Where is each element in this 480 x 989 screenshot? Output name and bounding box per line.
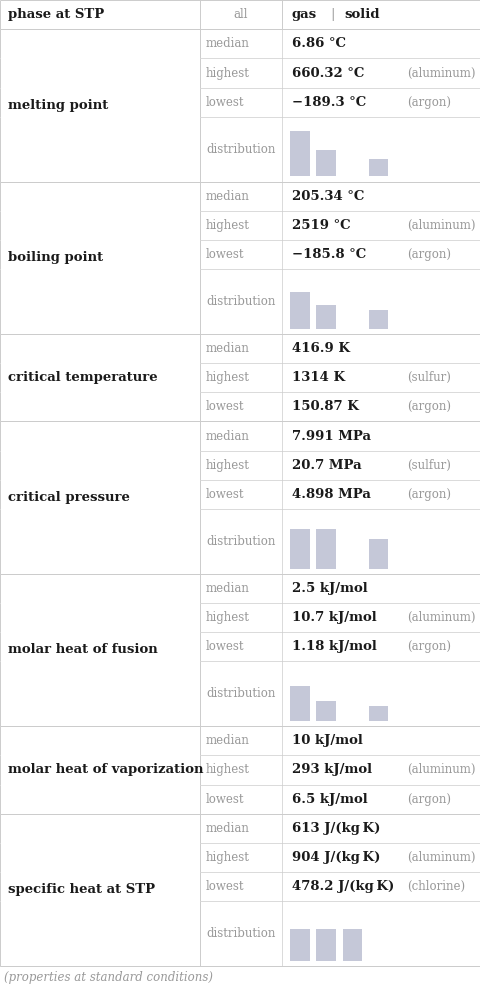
Text: median: median — [206, 582, 250, 595]
Text: 6.86 °C: 6.86 °C — [292, 38, 346, 50]
Text: (aluminum): (aluminum) — [407, 764, 476, 776]
Bar — [316, 701, 336, 721]
Text: (aluminum): (aluminum) — [407, 852, 476, 864]
Text: lowest: lowest — [206, 488, 244, 501]
Text: lowest: lowest — [206, 96, 244, 109]
Text: molar heat of fusion: molar heat of fusion — [8, 644, 158, 657]
Bar — [369, 539, 388, 569]
Text: (argon): (argon) — [407, 96, 451, 109]
Text: highest: highest — [206, 371, 250, 384]
Bar — [369, 311, 388, 328]
Text: 416.9 K: 416.9 K — [292, 342, 350, 355]
Text: critical temperature: critical temperature — [8, 371, 157, 384]
Text: 10 kJ/mol: 10 kJ/mol — [292, 734, 363, 748]
Text: specific heat at STP: specific heat at STP — [8, 883, 155, 896]
Bar — [290, 529, 310, 569]
Text: highest: highest — [206, 611, 250, 624]
Bar — [316, 149, 336, 176]
Text: (aluminum): (aluminum) — [407, 66, 476, 79]
Text: 2519 °C: 2519 °C — [292, 219, 350, 231]
Bar — [369, 706, 388, 721]
Text: boiling point: boiling point — [8, 251, 103, 264]
Text: 10.7 kJ/mol: 10.7 kJ/mol — [292, 611, 377, 624]
Text: 205.34 °C: 205.34 °C — [292, 190, 364, 203]
Bar — [290, 292, 310, 328]
Text: 150.87 K: 150.87 K — [292, 401, 359, 413]
Text: melting point: melting point — [8, 99, 108, 112]
Bar — [369, 159, 388, 176]
Text: −185.8 °C: −185.8 °C — [292, 248, 366, 261]
Text: distribution: distribution — [206, 295, 276, 308]
Text: median: median — [206, 822, 250, 835]
Text: (argon): (argon) — [407, 401, 451, 413]
Text: distribution: distribution — [206, 687, 276, 700]
Text: 478.2 J/(kg K): 478.2 J/(kg K) — [292, 880, 394, 893]
Text: all: all — [234, 8, 248, 21]
Text: 1.18 kJ/mol: 1.18 kJ/mol — [292, 640, 377, 654]
Text: phase at STP: phase at STP — [8, 8, 104, 21]
Text: lowest: lowest — [206, 248, 244, 261]
Text: 660.32 °C: 660.32 °C — [292, 66, 364, 79]
Text: 7.991 MPa: 7.991 MPa — [292, 429, 371, 443]
Text: (properties at standard conditions): (properties at standard conditions) — [4, 971, 213, 984]
Text: highest: highest — [206, 764, 250, 776]
Bar — [290, 929, 310, 961]
Text: solid: solid — [344, 8, 380, 21]
Text: 904 J/(kg K): 904 J/(kg K) — [292, 852, 380, 864]
Text: highest: highest — [206, 219, 250, 231]
Text: 293 kJ/mol: 293 kJ/mol — [292, 764, 372, 776]
Bar — [290, 132, 310, 176]
Text: median: median — [206, 342, 250, 355]
Text: lowest: lowest — [206, 792, 244, 806]
Text: molar heat of vaporization: molar heat of vaporization — [8, 764, 204, 776]
Text: highest: highest — [206, 459, 250, 472]
Text: (aluminum): (aluminum) — [407, 611, 476, 624]
Text: gas: gas — [292, 8, 317, 21]
Bar — [290, 686, 310, 721]
Text: lowest: lowest — [206, 880, 244, 893]
Text: median: median — [206, 190, 250, 203]
Text: (sulfur): (sulfur) — [407, 371, 451, 384]
Text: median: median — [206, 38, 250, 50]
Text: distribution: distribution — [206, 535, 276, 548]
Bar — [316, 305, 336, 328]
Text: (aluminum): (aluminum) — [407, 219, 476, 231]
Text: 6.5 kJ/mol: 6.5 kJ/mol — [292, 792, 368, 806]
Text: 613 J/(kg K): 613 J/(kg K) — [292, 822, 380, 835]
Text: (chlorine): (chlorine) — [407, 880, 465, 893]
Bar — [316, 529, 336, 569]
Text: (argon): (argon) — [407, 640, 451, 654]
Text: highest: highest — [206, 852, 250, 864]
Text: lowest: lowest — [206, 401, 244, 413]
Bar — [343, 929, 362, 961]
Text: (argon): (argon) — [407, 792, 451, 806]
Text: 2.5 kJ/mol: 2.5 kJ/mol — [292, 582, 368, 595]
Bar — [316, 929, 336, 961]
Text: (argon): (argon) — [407, 488, 451, 501]
Text: critical pressure: critical pressure — [8, 492, 130, 504]
Text: −189.3 °C: −189.3 °C — [292, 96, 366, 109]
Text: 20.7 MPa: 20.7 MPa — [292, 459, 361, 472]
Text: median: median — [206, 734, 250, 748]
Text: distribution: distribution — [206, 142, 276, 155]
Text: median: median — [206, 429, 250, 443]
Text: lowest: lowest — [206, 640, 244, 654]
Text: |: | — [330, 8, 335, 21]
Text: 4.898 MPa: 4.898 MPa — [292, 488, 371, 501]
Text: highest: highest — [206, 66, 250, 79]
Text: (argon): (argon) — [407, 248, 451, 261]
Text: 1314 K: 1314 K — [292, 371, 345, 384]
Text: distribution: distribution — [206, 928, 276, 941]
Text: (sulfur): (sulfur) — [407, 459, 451, 472]
